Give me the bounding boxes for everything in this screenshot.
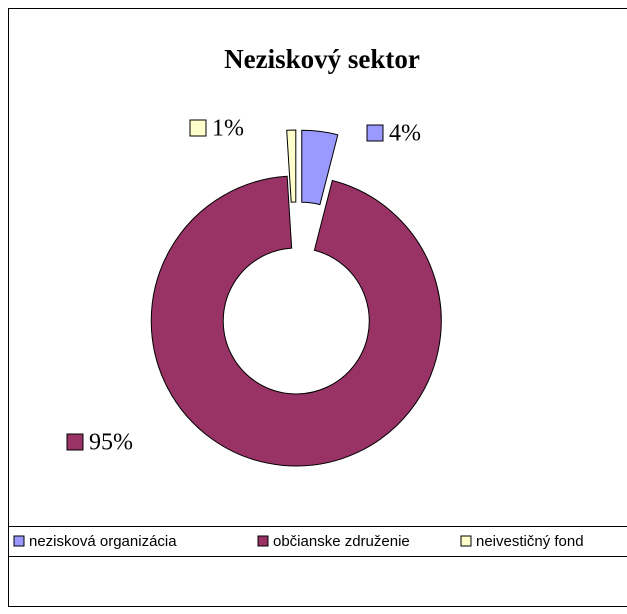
data-label: 95% — [89, 430, 133, 456]
data-label: 1% — [212, 116, 244, 142]
donut-slice — [286, 129, 297, 203]
label-key — [66, 433, 84, 451]
label-key — [366, 124, 384, 142]
legend-box — [8, 526, 627, 557]
chart-title: Neziskový sektor — [224, 44, 420, 74]
legend-key — [460, 535, 472, 547]
chart-border — [8, 8, 627, 607]
legend-key — [257, 535, 269, 547]
donut-slice — [150, 175, 442, 467]
legend-label: nezisková organizácia — [29, 533, 177, 550]
legend-key — [13, 535, 25, 547]
legend-label: neivestičný fond — [476, 533, 584, 550]
data-label: 4% — [389, 121, 421, 147]
legend-label: občianske združenie — [273, 533, 410, 550]
donut-slice — [301, 129, 339, 206]
label-key — [189, 119, 207, 137]
